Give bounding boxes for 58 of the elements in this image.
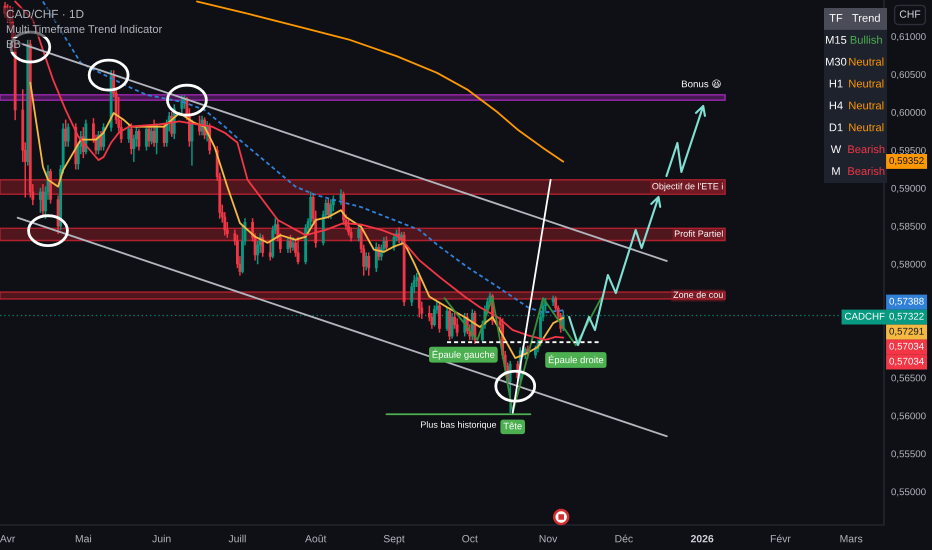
band-label: Profit Partiel xyxy=(674,230,723,237)
x-tick-label: Août xyxy=(305,534,326,542)
data-label: 0,57388 xyxy=(889,298,924,306)
category-label: M xyxy=(832,167,840,175)
y-axis-title: CHF xyxy=(900,10,920,18)
x-tick-label: Mars xyxy=(840,535,862,542)
y-tick-label: 0,59000 xyxy=(891,184,926,193)
data-label: 0,57291 xyxy=(889,328,924,336)
x-tick-label: Déc xyxy=(615,534,633,542)
annotation: BB xyxy=(6,40,20,48)
text: Bearish xyxy=(848,166,884,176)
y-tick-label: 0,55500 xyxy=(891,450,926,458)
annotation: Épaule droite xyxy=(548,354,604,366)
text: Bullish xyxy=(850,36,882,44)
y-tick-label: 0,60500 xyxy=(891,71,926,80)
y-tick-label: 0,56000 xyxy=(891,412,926,421)
text: Neutral xyxy=(849,58,884,66)
x-tick-label: Juin xyxy=(152,534,171,542)
x-tick-label: Nov xyxy=(540,535,558,542)
data-label: 0,59352 xyxy=(889,157,924,166)
y-tick-label: 0,58500 xyxy=(891,222,926,231)
category-label: W xyxy=(830,145,842,154)
x-tick-label: Mai xyxy=(76,534,92,542)
y-tick-label: 0,58000 xyxy=(891,260,926,269)
annotation: Épaule gauche xyxy=(432,350,494,360)
x-tick-label: 2026 xyxy=(690,534,714,542)
x-tick-label: Oct xyxy=(462,534,478,542)
data-label: 0,57322 xyxy=(889,312,924,321)
x-tick-label: Sept xyxy=(384,534,405,544)
category-label: M15 xyxy=(826,36,846,44)
y-tick-label: 0,60000 xyxy=(891,109,926,118)
band-label: Objectif de l'ETE i xyxy=(652,182,723,192)
annotation: TF xyxy=(829,14,842,22)
text: Neutral xyxy=(849,101,884,110)
annotation: Tête xyxy=(503,422,522,430)
text: Multi Timeframe Trend Indicator xyxy=(6,24,162,33)
x-tick-label: Avr xyxy=(0,535,16,542)
ref-line-label: CADCHF xyxy=(844,312,885,320)
y-tick-label: 0,61000 xyxy=(891,33,926,42)
data-label: 0,57034 xyxy=(889,358,924,366)
band-label: Bonus 😆 xyxy=(682,79,721,88)
annotation: Trend xyxy=(852,14,880,22)
legend-label: Plus bas historique xyxy=(421,421,496,430)
text: Bearish xyxy=(848,145,884,154)
category-label: D1 xyxy=(830,124,843,132)
data-label: 0,57034 xyxy=(889,342,924,351)
text: CAD/CHF · 1D xyxy=(6,10,84,18)
x-tick-label: Févr xyxy=(770,534,791,542)
text: Neutral xyxy=(849,123,884,132)
category-label: H4 xyxy=(830,102,843,110)
y-tick-label: 0,59500 xyxy=(891,146,926,155)
y-tick-label: 0,56500 xyxy=(891,374,926,383)
category-label: H1 xyxy=(830,80,843,88)
y-tick-label: 0,55000 xyxy=(891,488,926,496)
x-tick-label: Juill xyxy=(228,534,246,542)
category-label: M30 xyxy=(826,58,846,66)
band-label: Zone de cou xyxy=(673,291,723,298)
text: Neutral xyxy=(849,79,884,88)
